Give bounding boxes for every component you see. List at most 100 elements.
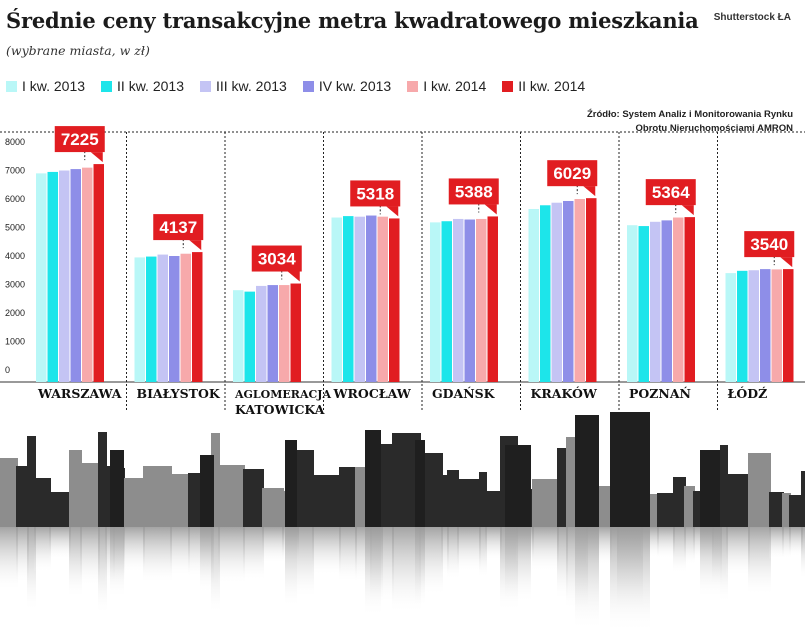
y-tick-label: 6000 (5, 194, 25, 204)
bar (684, 217, 695, 382)
skyline-reflection (143, 527, 172, 582)
skyline-building (441, 475, 449, 527)
legend-swatch (101, 80, 113, 92)
legend-swatch (302, 80, 314, 92)
legend-item-q1-2013: I kw. 2013 (6, 78, 85, 94)
skyline-building (170, 474, 190, 527)
chart-subtitle: (wybrane miasta, w zł) (6, 43, 150, 58)
category-label: WROCŁAW (333, 386, 412, 401)
bar (366, 215, 377, 382)
image-credit: Shutterstock ŁA (713, 12, 791, 23)
skyline-reflection (532, 527, 559, 571)
skyline-building (684, 486, 695, 527)
bar (47, 171, 58, 382)
skyline-building (34, 478, 51, 527)
y-tick-label: 8000 (5, 137, 25, 147)
bar (540, 205, 551, 382)
source-line-2: Obrotu Nieruchomościami AMRON (635, 123, 793, 134)
skyline-building (720, 445, 728, 527)
bar (354, 216, 365, 382)
callout-pointer (386, 206, 399, 217)
skyline-reflection (262, 527, 284, 563)
skyline-reflection (557, 527, 568, 599)
callout-value: 4137 (159, 218, 197, 237)
bars (36, 164, 794, 382)
callout-box (54, 126, 105, 153)
bar (563, 200, 574, 382)
skyline-reflection (441, 527, 449, 574)
skyline-building (381, 444, 394, 527)
skyline-building (801, 471, 805, 527)
bar (476, 218, 487, 382)
skyline-tower (575, 415, 599, 527)
category-label: GDAŃSK (432, 386, 496, 401)
y-tick-label: 4000 (5, 251, 25, 261)
callout-pointer (287, 271, 300, 282)
callout-box (448, 178, 499, 205)
skyline-reflection (447, 527, 459, 579)
skyline-reflection (211, 527, 220, 612)
bar (192, 252, 203, 382)
legend-swatch (502, 80, 514, 92)
bar (70, 169, 81, 382)
skyline-building (218, 465, 245, 527)
skyline-building (0, 458, 18, 527)
skyline-reflection (381, 527, 394, 602)
bar (528, 208, 539, 382)
legend-swatch (6, 80, 17, 92)
bar (82, 167, 93, 382)
skyline-building (769, 492, 784, 527)
legend-label: I kw. 2014 (423, 78, 487, 94)
city-skyline-illustration (0, 412, 805, 631)
callout-value: 5364 (652, 183, 690, 202)
bar (661, 220, 672, 382)
legend-label: IV kw. 2013 (318, 78, 392, 94)
bar (725, 273, 736, 382)
bar (59, 170, 70, 382)
callout-box (547, 160, 598, 187)
skyline-tower (505, 445, 531, 527)
category-label: ŁÓDŹ (728, 385, 768, 401)
skyline-building (673, 477, 686, 527)
skyline-reflection (782, 527, 791, 558)
bar (748, 270, 759, 382)
bar (464, 219, 475, 382)
bar (169, 256, 180, 382)
skyline-tower-reflection (365, 527, 381, 615)
y-tick-label: 5000 (5, 223, 25, 233)
skyline-reflection (485, 527, 502, 560)
legend-label: II kw. 2014 (518, 78, 586, 94)
callout-value: 5388 (455, 182, 493, 201)
callout-pointer (484, 204, 497, 215)
legend-item-q3-2013: III kw. 2013 (199, 78, 287, 94)
callout-box (153, 214, 204, 241)
skyline-building (557, 448, 568, 527)
skyline-tower-reflection (110, 527, 124, 597)
y-tick-label: 3000 (5, 280, 25, 290)
legend-item-q2-2013: II kw. 2013 (101, 78, 184, 94)
bar (441, 221, 452, 382)
skyline-reflection (312, 527, 341, 574)
skyline-reflection (720, 527, 728, 601)
bar (783, 269, 794, 382)
y-axis: 0 1000 2000 3000 4000 5000 6000 7000 8000 (5, 137, 25, 375)
skyline-building (211, 433, 220, 527)
skyline-building (123, 478, 145, 527)
category-label: KRAKÓW (531, 385, 598, 401)
callout-pointer (780, 257, 793, 268)
skyline-reflection (684, 527, 695, 564)
skyline-reflection (27, 527, 36, 609)
bar (267, 285, 278, 382)
callout-box (251, 245, 302, 272)
bar (574, 199, 585, 382)
legend-label: I kw. 2013 (22, 78, 86, 94)
callout-pointer (681, 205, 694, 216)
source-note: Źródło: System Analiz i Monitorowania Ry… (587, 108, 793, 136)
y-tick-label: 7000 (5, 166, 25, 176)
skyline-reflection (769, 527, 784, 559)
chart-title: Średnie ceny transakcyjne metra kwadrato… (6, 8, 699, 33)
skyline-building (479, 472, 487, 527)
skyline-reflection (479, 527, 487, 577)
y-tick-label: 1000 (5, 337, 25, 347)
skyline-reflection (657, 527, 675, 558)
